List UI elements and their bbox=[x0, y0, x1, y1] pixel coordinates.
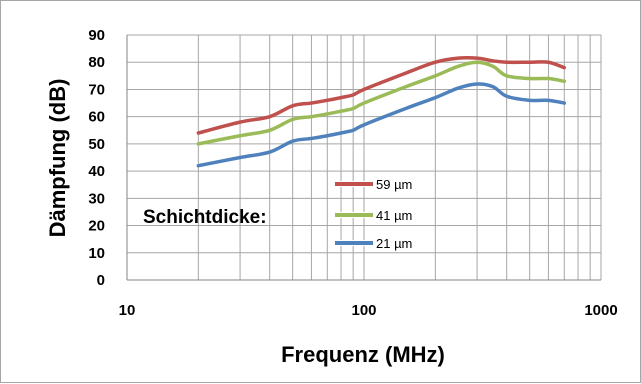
legend-label: 21 µm bbox=[376, 236, 412, 251]
series-line bbox=[196, 60, 567, 146]
legend-title: Schichtdicke: bbox=[143, 207, 267, 228]
legend: Schichtdicke: 59 µm 41 µm 21 µm bbox=[143, 177, 412, 251]
x-axis-title: Frequenz (MHz) bbox=[281, 342, 445, 367]
y-tick-label: 20 bbox=[88, 218, 105, 235]
series-line bbox=[196, 55, 567, 135]
y-tick-label: 30 bbox=[88, 190, 105, 207]
y-tick-label: 70 bbox=[88, 81, 105, 98]
y-tick-label: 40 bbox=[88, 163, 105, 180]
y-tick-label: 50 bbox=[88, 136, 105, 153]
y-tick-label: 10 bbox=[88, 245, 105, 262]
y-tick-label: 90 bbox=[88, 27, 105, 44]
axes bbox=[126, 35, 601, 281]
x-tick-label: 10 bbox=[119, 302, 136, 319]
series-lines bbox=[196, 55, 567, 168]
tick-labels: 0 10 20 30 40 50 60 70 80 90 10 100 1000 bbox=[88, 27, 617, 319]
x-tick-label: 100 bbox=[351, 302, 376, 319]
series-line bbox=[196, 82, 567, 168]
x-tick-label: 1000 bbox=[584, 302, 617, 319]
y-tick-label: 80 bbox=[88, 54, 105, 71]
y-axis-title: Dämpfung (dB) bbox=[45, 79, 70, 238]
legend-label: 59 µm bbox=[376, 177, 412, 192]
y-tick-label: 0 bbox=[97, 272, 105, 289]
legend-label: 41 µm bbox=[376, 208, 412, 223]
y-tick-label: 60 bbox=[88, 109, 105, 126]
